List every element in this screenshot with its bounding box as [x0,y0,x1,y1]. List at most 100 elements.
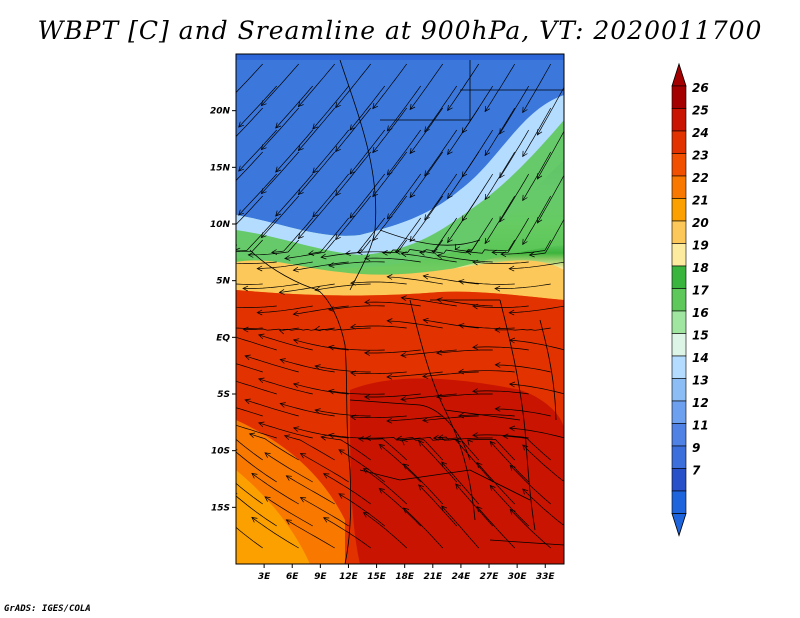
streamline [499,173,530,223]
streamline-arrow [223,377,229,382]
streamline-arrow [350,414,357,421]
streamline-arrow [320,435,327,441]
streamline [458,414,515,417]
streamline-arrow [247,252,254,258]
colorbar-segment [671,355,687,379]
colorbar-segment [671,445,687,469]
streamline-arrow [424,126,430,133]
lat-tick-label: 5N [216,277,230,287]
streamline-arrow [484,105,491,113]
streamline [455,439,493,483]
streamline [293,261,349,271]
streamline [350,371,407,375]
streamline-arrow [472,388,479,394]
streamline-arrow [292,426,300,432]
streamline-arrow [386,373,393,380]
streamline [423,275,479,285]
streamline-arrow [283,434,291,440]
streamline-arrow [258,333,265,340]
streamline [458,324,515,329]
colorbar-segment [671,198,687,222]
streamline [403,463,443,505]
streamline-arrow [476,506,483,513]
streamline-arrow [284,255,291,261]
streamline-arrow [458,368,465,375]
streamline-arrow [418,484,425,491]
streamline [236,195,263,226]
colorbar-label: 16 [692,306,709,320]
streamline [335,63,371,108]
streamline [447,107,479,155]
colorbar-label: 9 [692,441,700,455]
streamline [409,195,443,242]
streamline-arrow [349,124,356,131]
streamline-arrow [207,323,212,328]
streamline [248,239,299,256]
streamline-arrow [238,165,245,172]
streamline [403,507,443,549]
colorbar-label: 22 [692,171,709,185]
streamline-arrow [432,434,440,441]
streamline [257,261,313,269]
streamline [409,151,443,198]
streamline-arrow [299,497,307,503]
streamline-arrow [499,216,505,223]
streamline-arrow [350,279,357,286]
streamline [251,473,299,505]
streamline [257,305,313,313]
streamline [472,434,529,439]
streamline [422,415,479,421]
streamline [495,364,551,373]
streamline-arrow [409,235,416,243]
colorbar-segment [671,243,687,267]
streamline [236,363,263,373]
streamline [447,63,479,111]
hottest-region [350,378,564,564]
streamline-arrow [349,168,356,175]
colorbar-label: 24 [692,126,709,140]
streamline-arrow [372,191,379,198]
colorbar-label: 18 [692,261,709,275]
streamline-arrow [458,323,465,329]
streamline-arrow [323,473,330,479]
streamline [509,509,551,549]
streamline [286,475,335,505]
streamline [315,327,371,331]
streamline-arrow [467,439,473,446]
streamline [522,63,552,113]
streamline [522,195,552,245]
streamline [284,239,335,259]
streamline-arrow [297,145,304,152]
colorbar-label: 13 [692,374,709,388]
streamline [236,380,277,395]
lon-tick-label: 9E [314,572,327,582]
streamline-arrow [386,417,393,424]
streamline [489,441,529,483]
streamline [437,255,493,263]
streamline-arrow [378,487,385,494]
streamline [509,305,564,314]
streamline-arrow [400,251,407,257]
streamline [364,257,421,263]
streamline [418,484,457,527]
streamline-arrow [292,338,300,344]
streamline-arrow [494,285,501,292]
streamline [372,107,407,153]
streamline-arrow [264,452,271,458]
streamline [489,485,529,527]
streamline-arrow [312,211,319,218]
streamline-arrow [431,249,438,255]
southwest-coast-region [236,470,310,564]
streamline-arrow [258,377,265,384]
streamline [280,403,335,417]
streamline [300,497,349,527]
streamline-arrow [292,310,299,317]
streamline [349,85,385,131]
streamline-arrow [455,483,462,490]
streamline-arrow [522,106,528,114]
streamline [298,63,335,107]
streamline [350,415,407,419]
streamline [315,365,371,373]
colorbar: 26 25 24 23 22 21 20 19 18 17 16 15 14 13 12 11 9 7 [671,62,709,537]
